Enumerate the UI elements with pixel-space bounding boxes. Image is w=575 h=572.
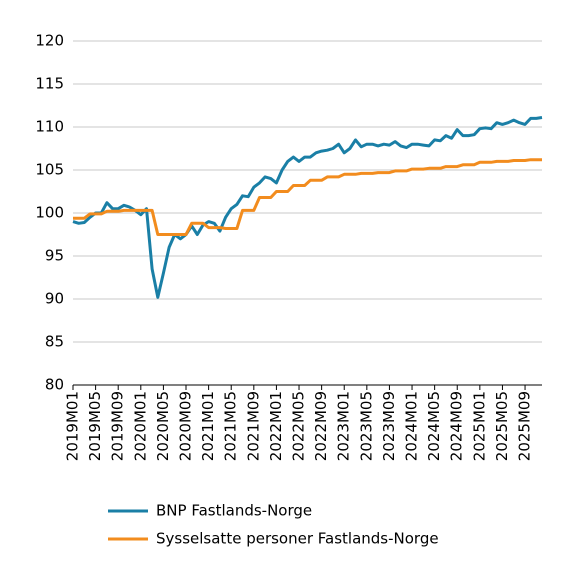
y-tick-label: 105 (35, 161, 64, 179)
x-tick-label: 2020M09 (177, 391, 195, 461)
x-tick-label: 2021M05 (222, 391, 240, 461)
y-tick-label: 80 (45, 376, 64, 394)
x-tick-label: 2024M01 (403, 391, 421, 461)
series-line (73, 158, 542, 236)
x-tick-label: 2022M01 (267, 391, 285, 461)
x-tick-label: 2021M09 (244, 391, 262, 461)
x-tick-label: 2022M09 (312, 391, 330, 461)
x-tick-label: 2025M01 (470, 391, 488, 461)
x-tick-label: 2023M09 (380, 391, 398, 461)
x-tick-label: 2019M05 (86, 391, 104, 461)
x-tick-label: 2025M09 (516, 391, 534, 461)
x-tick-label: 2019M09 (109, 391, 127, 461)
x-tick-label: 2021M01 (199, 391, 217, 461)
y-tick-label: 90 (45, 290, 64, 308)
x-tick-label: 2023M01 (335, 391, 353, 461)
x-tick-label: 2024M09 (448, 391, 466, 461)
x-tick-label: 2020M05 (154, 391, 172, 461)
y-tick-label: 100 (35, 204, 64, 222)
y-tick-label: 110 (35, 118, 64, 136)
y-tick-label: 115 (35, 75, 64, 93)
series-line (72, 116, 543, 299)
y-tick-label: 95 (45, 247, 64, 265)
y-tick-label: 120 (35, 32, 64, 50)
y-tick-label: 85 (45, 333, 64, 351)
x-tick-label: 2022M05 (290, 391, 308, 461)
legend-label: Sysselsatte personer Fastlands-Norge (156, 530, 439, 548)
x-tick-label: 2020M01 (131, 391, 149, 461)
x-tick-label: 2025M05 (493, 391, 511, 461)
x-tick-label: 2019M01 (64, 391, 82, 461)
x-tick-label: 2023M05 (357, 391, 375, 461)
x-tick-label: 2024M05 (425, 391, 443, 461)
legend-label: BNP Fastlands-Norge (156, 502, 312, 520)
